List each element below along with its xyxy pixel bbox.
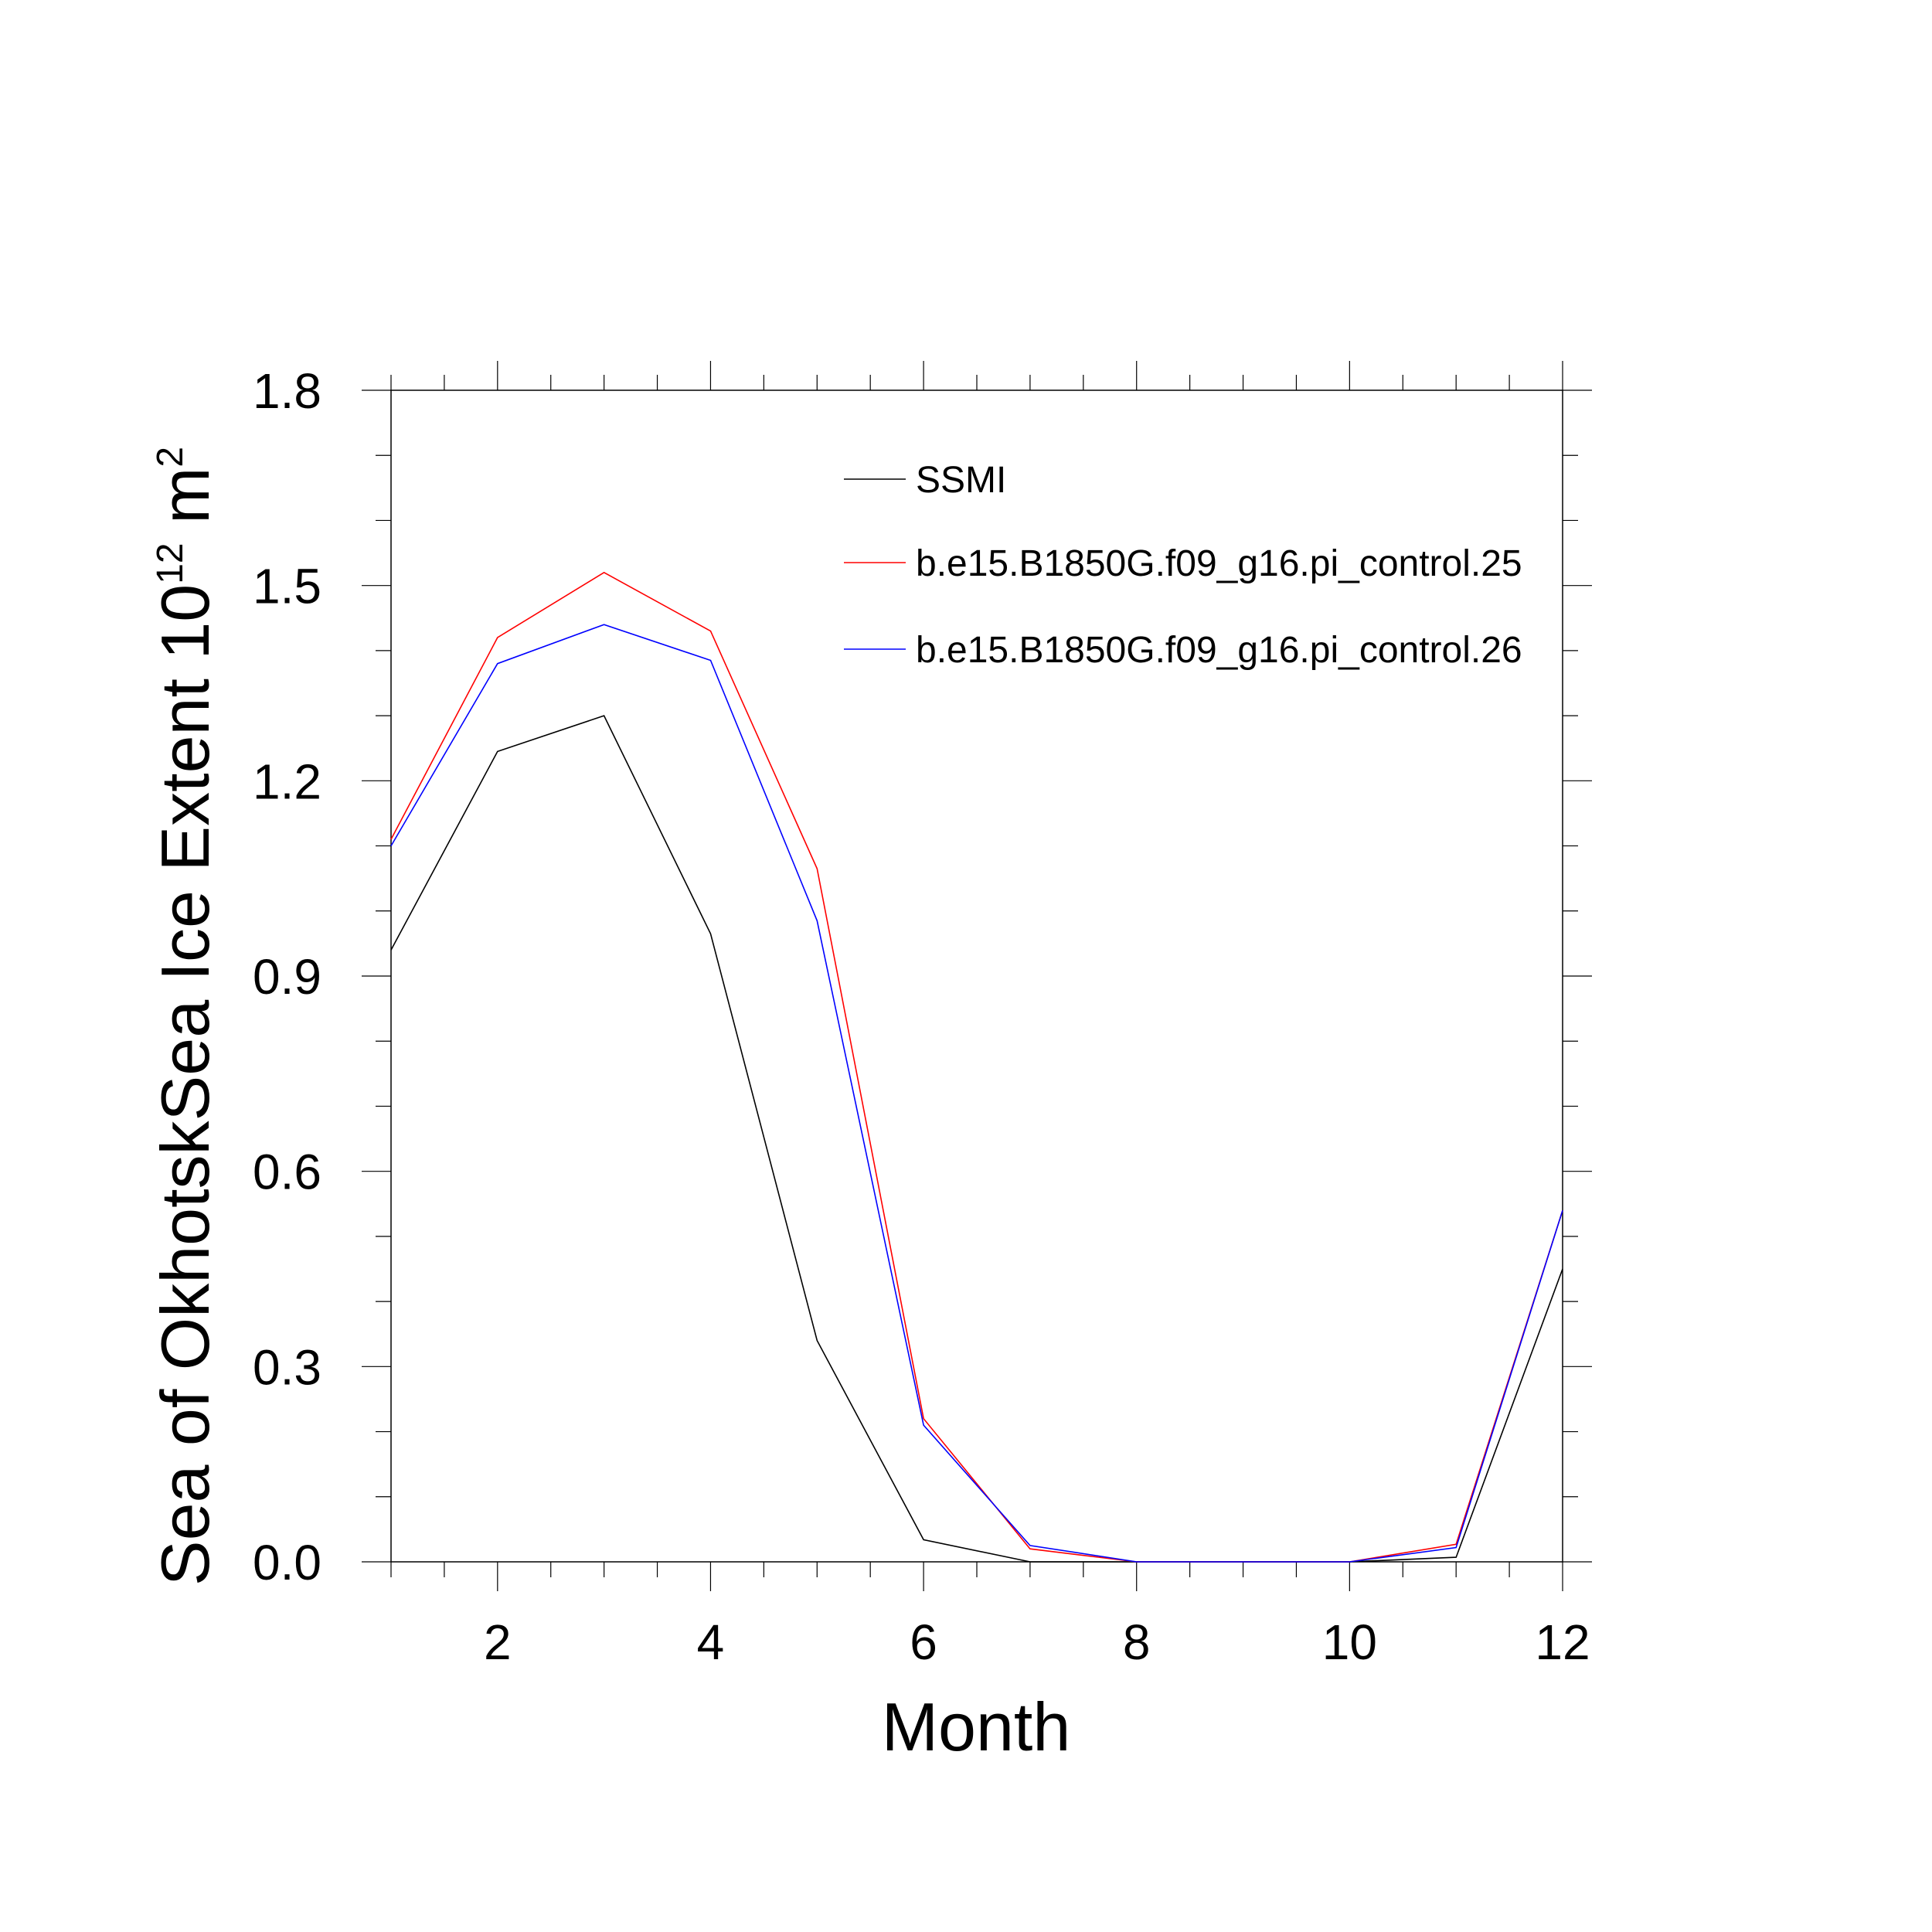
y-tick-label: 0.9 bbox=[253, 949, 321, 1005]
y-tick-label: 0.3 bbox=[253, 1339, 321, 1395]
x-axis-title: Month bbox=[882, 1689, 1071, 1765]
major-ticks bbox=[362, 361, 1592, 1591]
y-tick-label: 1.2 bbox=[253, 753, 321, 809]
x-tick-label: 12 bbox=[1535, 1614, 1590, 1670]
y-tick-label: 1.8 bbox=[253, 363, 321, 419]
x-tick-label: 10 bbox=[1322, 1614, 1377, 1670]
minor-ticks bbox=[376, 375, 1578, 1577]
y-tick-label: 0.0 bbox=[253, 1535, 321, 1590]
series-line-3 bbox=[390, 624, 1563, 1563]
legend-label-1: SSMI bbox=[916, 460, 1006, 501]
x-tick-label: 8 bbox=[1123, 1614, 1151, 1670]
y-axis-title: Sea of OkhotskSea Ice Extent 1012 m2 bbox=[147, 447, 223, 1586]
series-lines bbox=[390, 571, 1563, 1563]
legend: SSMI b.e15.B1850G.f09_g16.pi_control.25 b.… bbox=[844, 460, 1522, 671]
y-axis-title-text: Sea of OkhotskSea Ice Extent 10 bbox=[147, 584, 223, 1586]
x-tick-label: 4 bbox=[697, 1614, 725, 1670]
y-axis-title-unit: m bbox=[147, 468, 223, 543]
series-line-1 bbox=[390, 715, 1563, 1563]
plot-frame bbox=[390, 389, 1563, 1563]
y-tick-label: 0.6 bbox=[253, 1145, 321, 1200]
y-axis-title-exponent: 12 bbox=[150, 543, 191, 583]
series-line-2 bbox=[390, 571, 1563, 1563]
y-axis-title-unit-exponent: 2 bbox=[150, 447, 191, 468]
legend-label-3: b.e15.B1850G.f09_g16.pi_control.26 bbox=[916, 630, 1522, 671]
x-tick-label: 6 bbox=[910, 1614, 937, 1670]
x-tick-label: 2 bbox=[484, 1614, 512, 1670]
legend-label-2: b.e15.B1850G.f09_g16.pi_control.25 bbox=[916, 543, 1522, 584]
y-tick-label: 1.5 bbox=[253, 559, 321, 614]
tick-labels: 2 4 6 8 10 12 0.0 0.3 0.6 0.9 1.2 1.5 1.8 bbox=[253, 363, 1590, 1670]
